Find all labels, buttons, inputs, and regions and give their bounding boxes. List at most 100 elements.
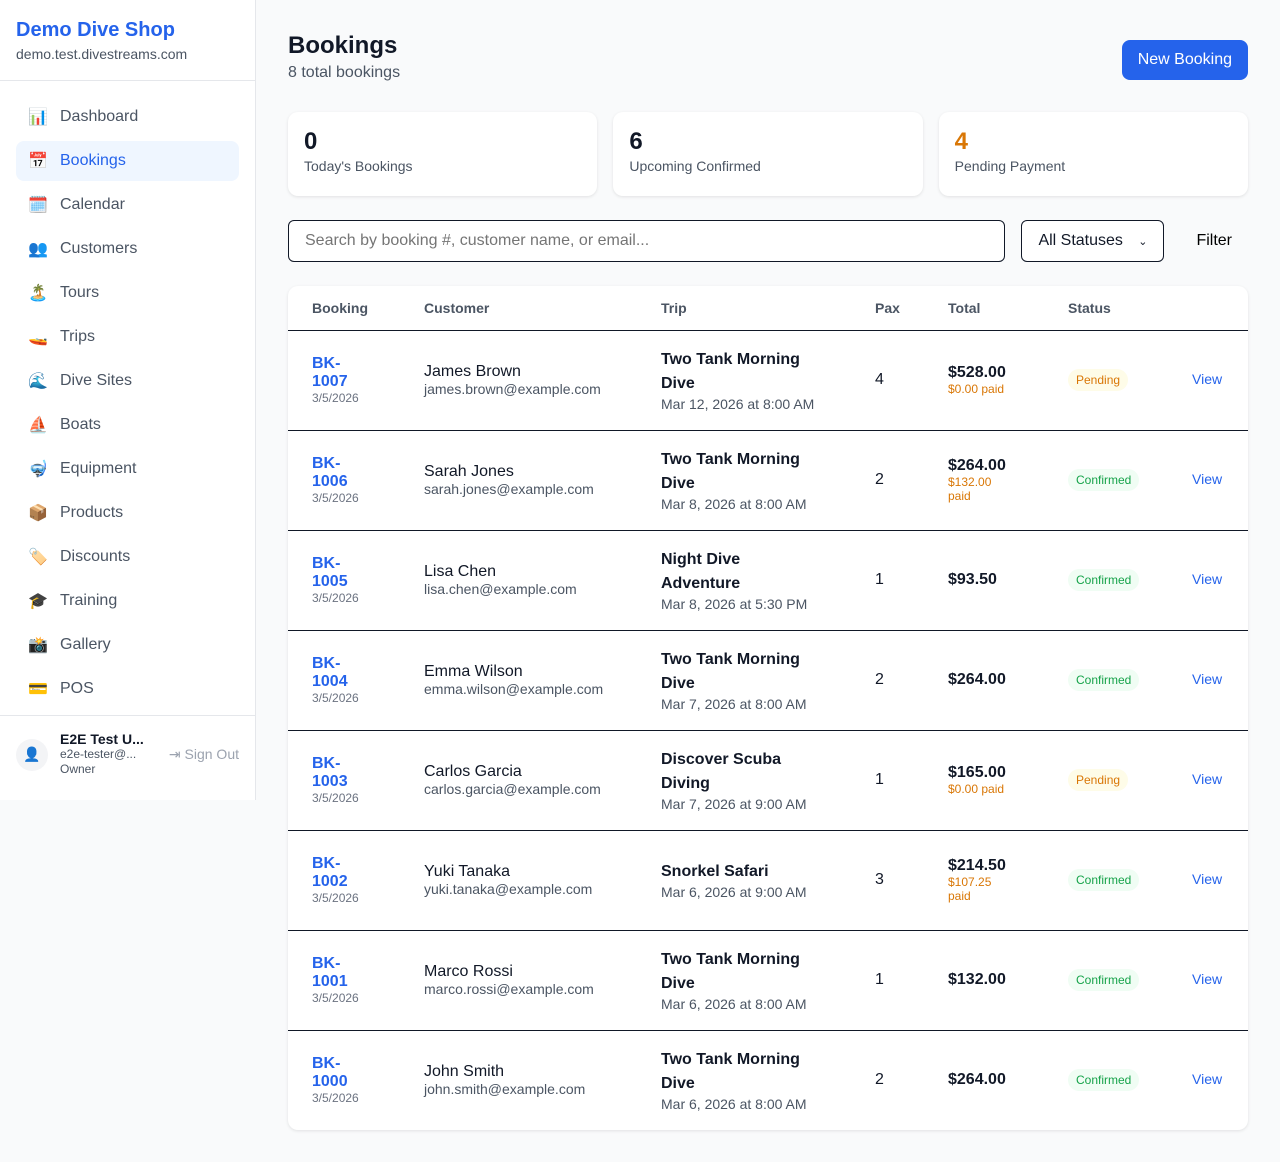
- shop-name[interactable]: Demo Dive Shop: [16, 19, 175, 41]
- trip-time: Mar 6, 2026 at 8:00 AM: [661, 1096, 807, 1113]
- booking-id-link[interactable]: BK-1006: [312, 455, 348, 490]
- trip-name: Two Tank Morning Dive: [661, 1051, 800, 1093]
- column-header: Trip: [637, 286, 851, 331]
- pax: 4: [851, 330, 924, 431]
- trip-name: Two Tank Morning Dive: [661, 651, 800, 692]
- shop-domain: demo.test.divestreams.com: [16, 46, 188, 62]
- tours-icon: 🏝️: [28, 285, 48, 302]
- view-link[interactable]: View: [1192, 371, 1223, 387]
- booking-id-link[interactable]: BK-1003: [312, 755, 348, 790]
- customers-icon: 👥: [28, 241, 48, 258]
- trip-name: Two Tank Morning Dive: [661, 351, 800, 392]
- sidebar-item-label: Trips: [60, 328, 95, 345]
- customer-email: emma.wilson@example.com: [424, 681, 604, 697]
- pax: 1: [851, 730, 924, 831]
- discounts-icon: 🏷️: [28, 549, 48, 566]
- sidebar-item-training[interactable]: 🎓 Training: [16, 581, 239, 621]
- sidebar-nav: 📊 Dashboard 📅 Bookings 🗓️ Calendar 👥 Customers 🏝…: [0, 81, 255, 709]
- table-row: BK-1006 3/5/2026 Sarah Jones sarah.jones@e…: [288, 430, 1248, 531]
- booking-id-link[interactable]: BK-1002: [312, 855, 348, 890]
- filters: All Statuses ⌄ Filter: [288, 220, 1248, 262]
- paid-amount: $0.00 paid: [948, 382, 1005, 396]
- pax: 2: [851, 630, 924, 731]
- search-input[interactable]: [288, 220, 1006, 262]
- sidebar-item-calendar[interactable]: 🗓️ Calendar: [16, 185, 239, 225]
- trip-time: Mar 7, 2026 at 8:00 AM: [661, 696, 807, 712]
- column-header: Booking: [288, 286, 400, 331]
- status-badge: Pending: [1068, 369, 1129, 391]
- main-content: Bookings 8 total bookings New Booking 0 T…: [288, 32, 1248, 1130]
- sidebar-item-boats[interactable]: ⛵ Boats: [16, 405, 239, 445]
- sidebar: Demo Dive Shop demo.test.divestreams.com…: [0, 0, 256, 800]
- pax: 1: [851, 530, 924, 631]
- new-booking-button[interactable]: New Booking: [1121, 40, 1248, 80]
- customer-email: sarah.jones@example.com: [424, 481, 594, 497]
- chevron-down-icon: ⌄: [1138, 235, 1148, 248]
- sidebar-item-label: Training: [60, 592, 118, 609]
- trip-time: Mar 8, 2026 at 8:00 AM: [661, 496, 807, 512]
- view-link[interactable]: View: [1192, 671, 1223, 687]
- sidebar-item-discounts[interactable]: 🏷️ Discounts: [16, 537, 239, 577]
- sidebar-item-label: POS: [60, 680, 94, 697]
- user-email: e2e-tester@...: [60, 747, 137, 761]
- view-link[interactable]: View: [1192, 871, 1223, 887]
- sidebar-item-trips[interactable]: 🚤 Trips: [16, 317, 239, 357]
- booking-date: 3/5/2026: [312, 1091, 359, 1106]
- customer-email: james.brown@example.com: [424, 381, 601, 397]
- user-panel: 👤 E2E Test U... e2e-tester@... Owner ⇥ S…: [0, 715, 255, 793]
- table-row: BK-1002 3/5/2026 Yuki Tanaka yuki.tanaka@e…: [288, 830, 1248, 931]
- customer-name: Carlos Garcia: [424, 763, 522, 780]
- trip-name: Two Tank Morning Dive: [661, 451, 800, 492]
- pax: 2: [851, 430, 924, 531]
- customer-name: Emma Wilson: [424, 663, 523, 680]
- equipment-icon: 🤿: [28, 461, 48, 478]
- stat-card: 4 Pending Payment: [938, 112, 1248, 196]
- table-row: BK-1000 3/5/2026 John Smith john.smith@exa…: [288, 1030, 1248, 1130]
- booking-date: 3/5/2026: [312, 691, 359, 705]
- sidebar-item-pos[interactable]: 💳 POS: [16, 669, 239, 709]
- booking-id-link[interactable]: BK-1007: [312, 355, 348, 390]
- status-badge: Confirmed: [1068, 969, 1140, 991]
- booking-id-link[interactable]: BK-1000: [312, 1055, 348, 1091]
- total: $528.00: [948, 364, 1006, 381]
- stat-label: Pending Payment: [954, 158, 1066, 174]
- customer-name: John Smith: [424, 1063, 505, 1081]
- stat-value: 0: [304, 128, 318, 155]
- sidebar-item-bookings[interactable]: 📅 Bookings: [16, 141, 239, 181]
- view-link[interactable]: View: [1192, 971, 1223, 987]
- user-role: Owner: [60, 762, 96, 776]
- products-icon: 📦: [28, 505, 48, 522]
- sidebar-item-dive-sites[interactable]: 🌊 Dive Sites: [16, 361, 239, 401]
- sidebar-item-label: Boats: [60, 416, 101, 433]
- sidebar-item-equipment[interactable]: 🤿 Equipment: [16, 449, 239, 489]
- view-link[interactable]: View: [1192, 771, 1223, 787]
- column-header: Customer: [400, 286, 637, 331]
- status-badge: Confirmed: [1068, 669, 1140, 691]
- trip-time: Mar 12, 2026 at 8:00 AM: [661, 396, 815, 412]
- customer-email: lisa.chen@example.com: [424, 581, 577, 597]
- sidebar-item-label: Dashboard: [60, 108, 139, 125]
- filter-button[interactable]: Filter: [1180, 232, 1248, 250]
- booking-id-link[interactable]: BK-1004: [312, 655, 348, 690]
- boats-icon: ⛵: [28, 417, 48, 434]
- status-select[interactable]: All Statuses ⌄: [1021, 220, 1165, 262]
- booking-id-link[interactable]: BK-1005: [312, 555, 348, 590]
- sidebar-item-gallery[interactable]: 📸 Gallery: [16, 625, 239, 665]
- table-row: BK-1004 3/5/2026 Emma Wilson emma.wilson@e…: [288, 630, 1248, 731]
- gallery-icon: 📸: [28, 637, 48, 654]
- pax: 3: [851, 830, 924, 931]
- sign-out-button[interactable]: ⇥ Sign Out: [169, 746, 239, 763]
- stat-card: 6 Upcoming Confirmed: [613, 112, 923, 196]
- view-link[interactable]: View: [1192, 1071, 1223, 1088]
- sidebar-item-tours[interactable]: 🏝️ Tours: [16, 273, 239, 313]
- sidebar-item-products[interactable]: 📦 Products: [16, 493, 239, 533]
- booking-id-link[interactable]: BK-1001: [312, 955, 348, 990]
- sidebar-item-dashboard[interactable]: 📊 Dashboard: [16, 97, 239, 137]
- status-badge: Confirmed: [1068, 1069, 1140, 1092]
- view-link[interactable]: View: [1192, 471, 1223, 487]
- sidebar-item-customers[interactable]: 👥 Customers: [16, 229, 239, 269]
- view-link[interactable]: View: [1192, 571, 1223, 587]
- column-header: Status: [1044, 286, 1168, 331]
- status-badge: Pending: [1068, 769, 1129, 791]
- stats-row: 0 Today's Bookings 6 Upcoming Confirmed 4 Pen…: [288, 112, 1248, 196]
